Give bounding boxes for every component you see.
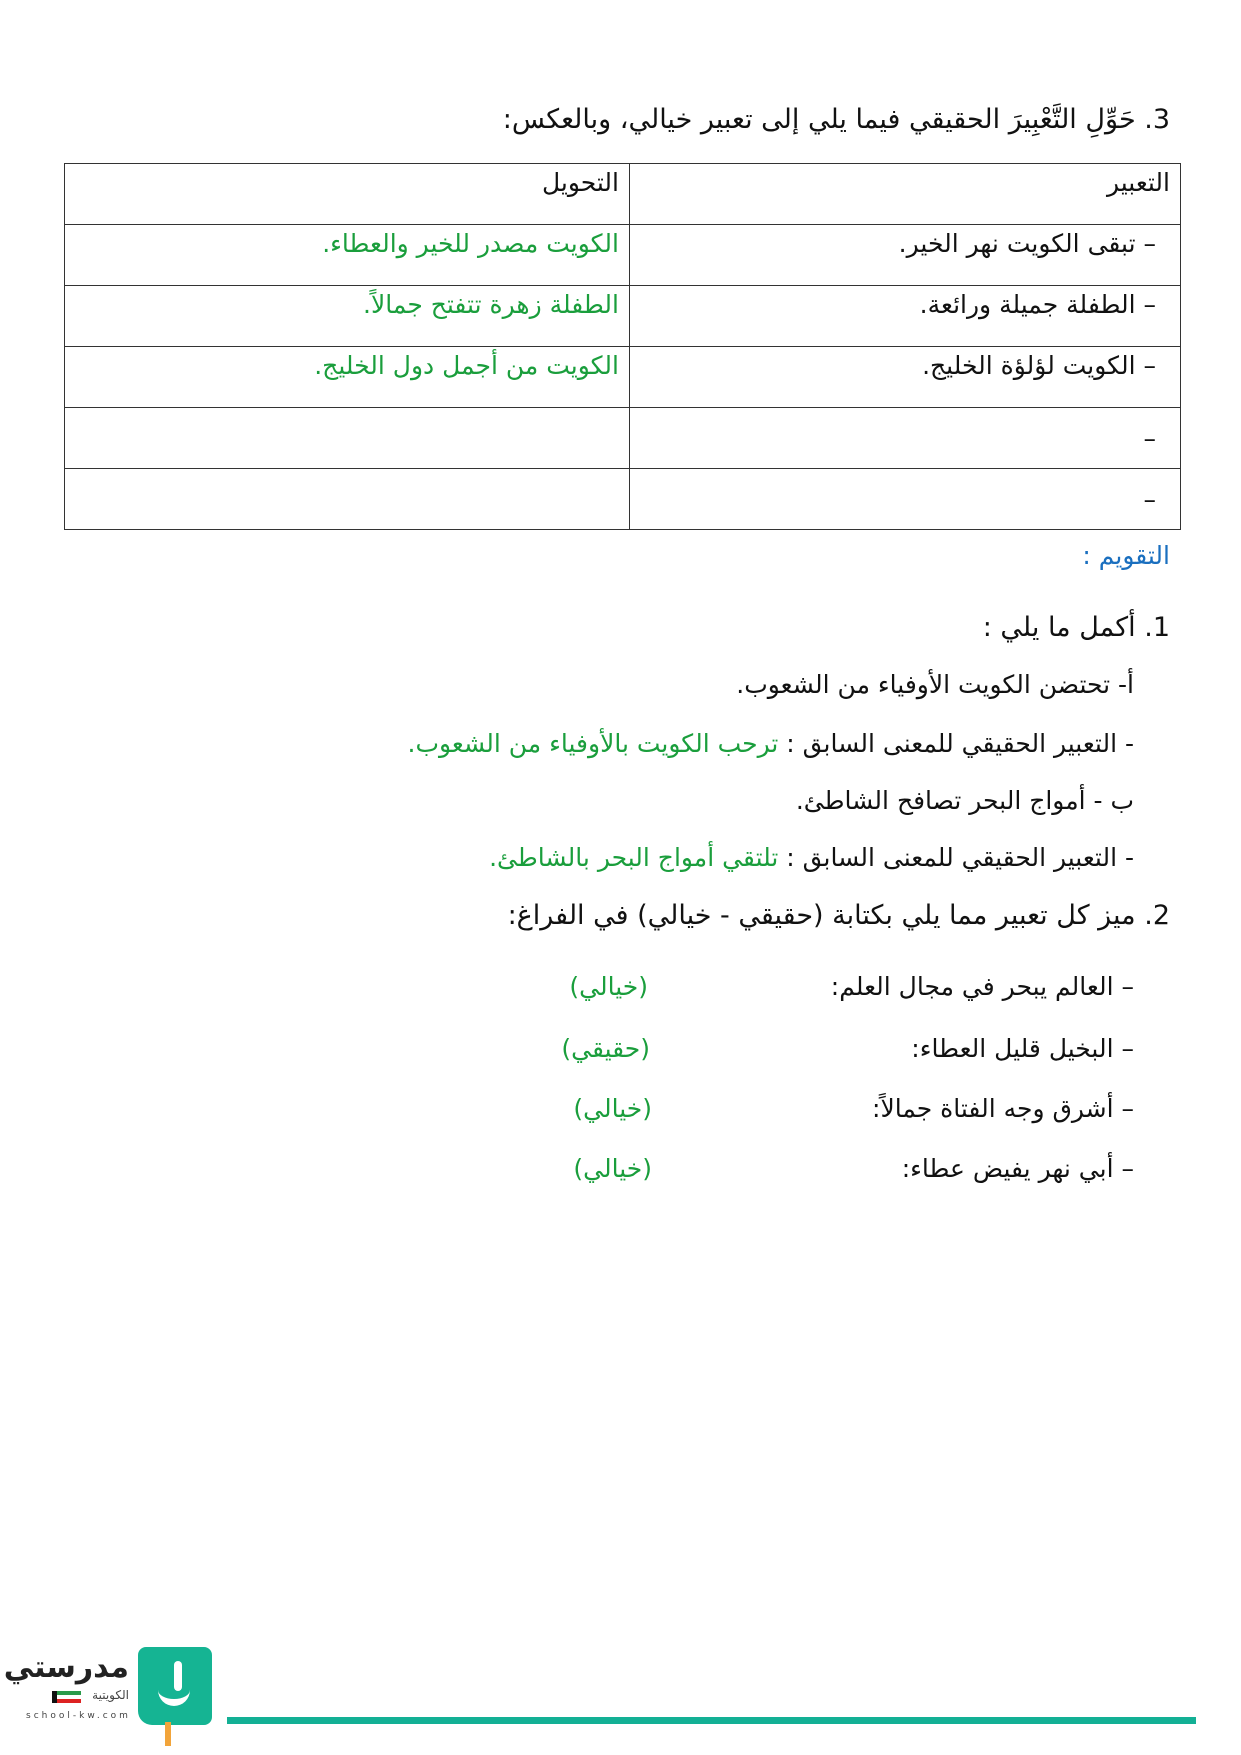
q2-title: 2. ميز كل تعبير مما يلي بكتابة (حقيقي - …	[507, 900, 1170, 931]
q1-item-b: ب - أمواج البحر تصافح الشاطئ.	[795, 786, 1134, 815]
expression-cell: – الطفلة جميلة ورائعة.	[629, 285, 1181, 347]
logo-url: school-kw.com	[26, 1711, 131, 1721]
q2-item: – أشرق وجه الفتاة جمالاً:	[872, 1094, 1134, 1123]
conversion-cell: الكويت مصدر للخير والعطاء.	[64, 224, 630, 286]
logo-subtitle: الكويتية	[92, 1688, 129, 1702]
conversion-cell	[64, 468, 630, 530]
logo-bookmark-icon	[165, 1722, 171, 1746]
q2-item: – العالم يبحر في مجال العلم:	[830, 972, 1134, 1001]
table-row: – الطفلة جميلة ورائعة. الطفلة زهرة تتفتح…	[64, 285, 1181, 347]
q2-item: – البخيل قليل العطاء:	[911, 1034, 1134, 1063]
expression-cell: –	[629, 407, 1181, 469]
q1-answer-a-line: - التعبير الحقيقي للمعنى السابق : ترحب ا…	[408, 729, 1135, 758]
q1-prompt-b: - التعبير الحقيقي للمعنى السابق :	[778, 843, 1134, 872]
q2-item: – أبي نهر يفيض عطاء:	[901, 1154, 1134, 1183]
table-row: –	[64, 468, 1181, 530]
q1-answer-b-line: - التعبير الحقيقي للمعنى السابق : تلتقي …	[489, 843, 1134, 872]
q1-answer-b: تلتقي أمواج البحر بالشاطئ.	[489, 843, 779, 872]
table-row: – الكويت لؤلؤة الخليج. الكويت من أجمل دو…	[64, 346, 1181, 408]
header-expression: التعبير	[629, 163, 1181, 225]
q2-answer: (خيالي)	[569, 972, 648, 1001]
evaluation-heading: التقويم :	[1082, 541, 1170, 570]
expression-cell: – الكويت لؤلؤة الخليج.	[629, 346, 1181, 408]
question-3-title: 3. حَوِّلِ التَّعْبِيرَ الحقيقي فيما يلي…	[502, 104, 1170, 135]
footer-divider	[227, 1717, 1196, 1724]
header-conversion: التحويل	[64, 163, 630, 225]
table-header-row: التعبير التحويل	[64, 163, 1181, 225]
expression-cell: –	[629, 468, 1181, 530]
conversion-table: التعبير التحويل – تبقى الكويت نهر الخير.…	[64, 163, 1181, 530]
logo-text: مدرستي	[3, 1650, 129, 1685]
q1-item-a: أ- تحتضن الكويت الأوفياء من الشعوب.	[736, 670, 1134, 699]
q1-title: 1. أكمل ما يلي :	[982, 612, 1170, 643]
conversion-cell: الطفلة زهرة تتفتح جمالاً.	[64, 285, 630, 347]
logo-book-icon	[138, 1647, 212, 1725]
table-row: –	[64, 407, 1181, 469]
conversion-cell: الكويت من أجمل دول الخليج.	[64, 346, 630, 408]
q1-answer-a: ترحب الكويت بالأوفياء من الشعوب.	[407, 729, 779, 758]
q1-prompt-a: - التعبير الحقيقي للمعنى السابق :	[778, 729, 1134, 758]
kuwait-flag-icon	[52, 1691, 81, 1703]
q2-answer: (حقيقي)	[561, 1034, 650, 1063]
q2-answer: (خيالي)	[573, 1154, 652, 1183]
conversion-cell	[64, 407, 630, 469]
expression-cell: – تبقى الكويت نهر الخير.	[629, 224, 1181, 286]
table-row: – تبقى الكويت نهر الخير. الكويت مصدر للخ…	[64, 224, 1181, 286]
q2-answer: (خيالي)	[573, 1094, 652, 1123]
